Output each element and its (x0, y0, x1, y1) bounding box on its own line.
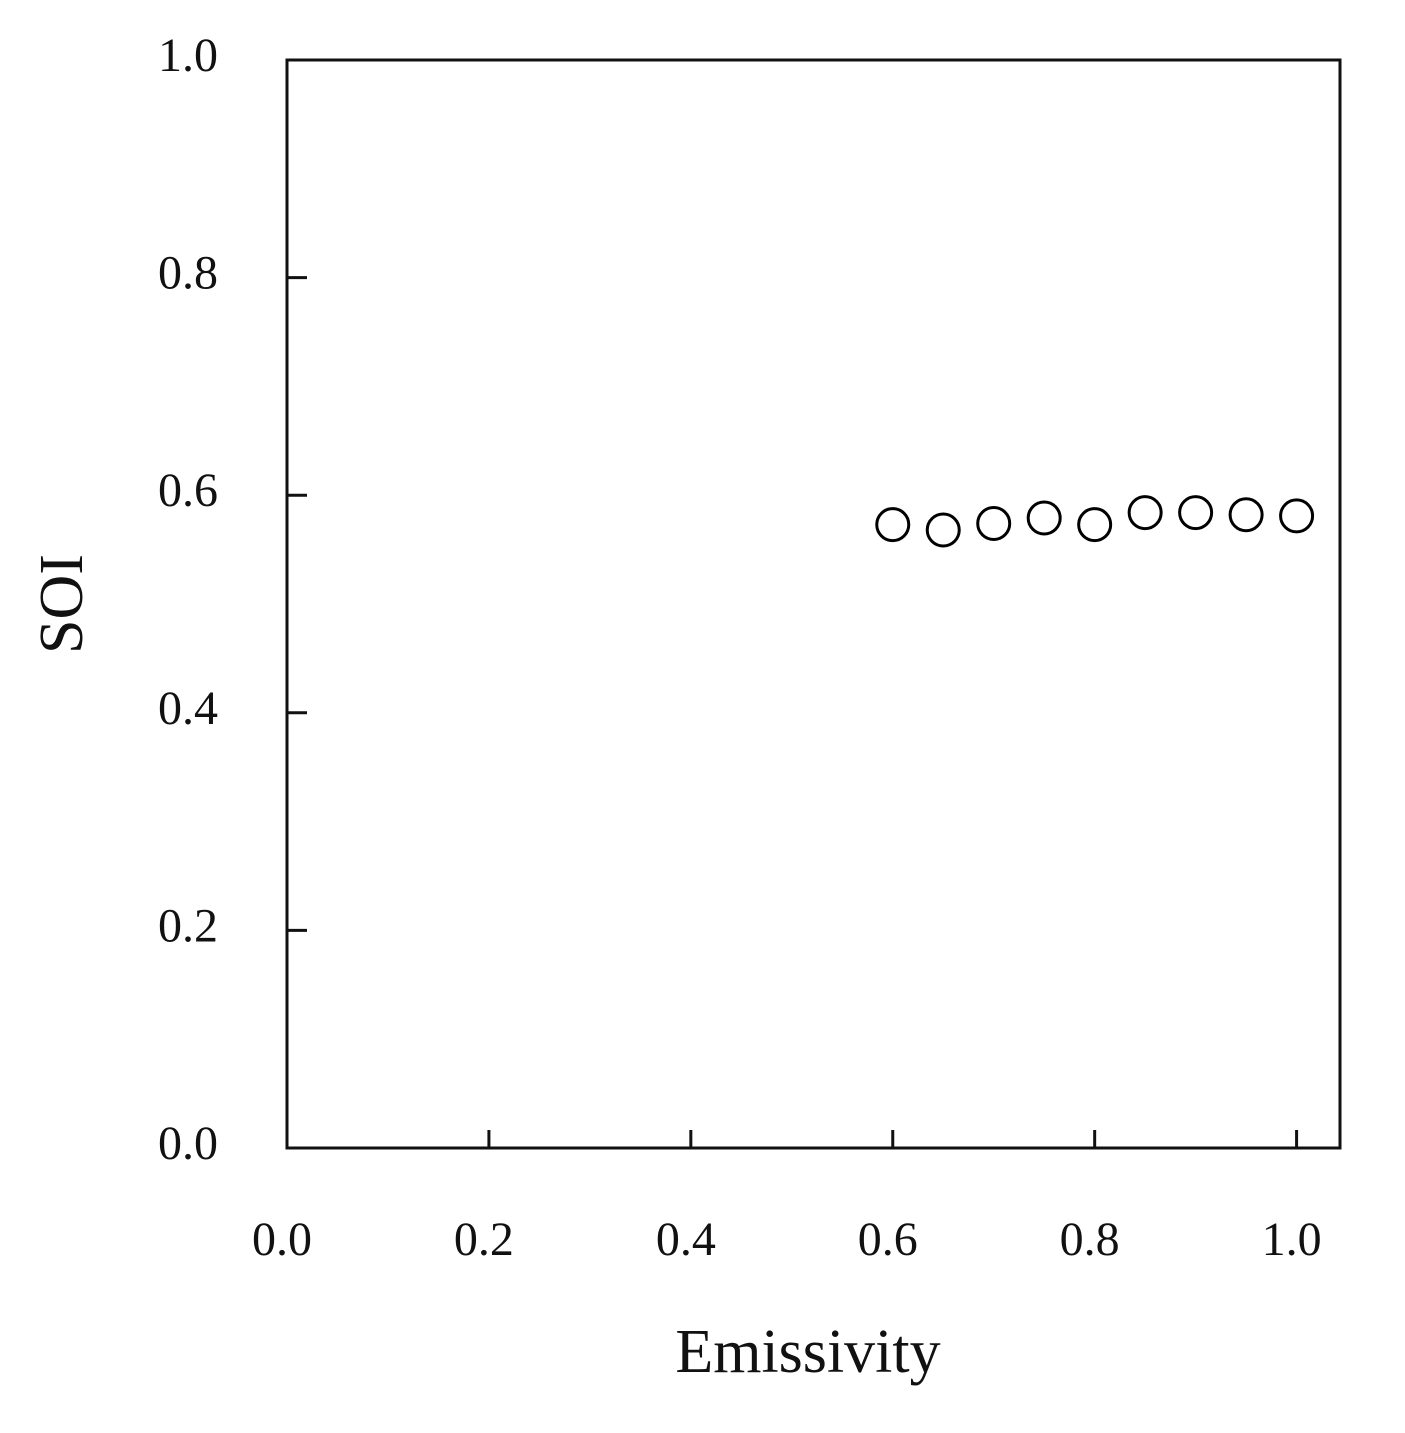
x-tick-label: 0.2 (454, 1213, 514, 1266)
x-tick-label: 0.6 (858, 1213, 918, 1266)
y-tick-label: 0.8 (158, 247, 218, 300)
y-tick-label: 0.4 (158, 682, 218, 735)
data-point (1279, 498, 1315, 534)
data-point (875, 507, 911, 543)
x-tick-label: 0.8 (1060, 1213, 1120, 1266)
data-point (1228, 497, 1264, 533)
y-axis-title: SOI (28, 554, 96, 654)
data-point (925, 512, 961, 548)
data-point (1026, 500, 1062, 536)
data-point (976, 505, 1012, 541)
y-tick-label: 0.2 (158, 899, 218, 952)
data-point (1127, 495, 1163, 531)
x-tick-label: 0.0 (252, 1213, 312, 1266)
data-point (1178, 495, 1214, 531)
x-tick-label: 0.4 (656, 1213, 716, 1266)
y-tick-label: 0.0 (158, 1117, 218, 1170)
y-tick-label: 1.0 (158, 29, 218, 82)
plot-frame (285, 58, 1342, 1150)
x-tick-label: 1.0 (1262, 1213, 1322, 1266)
data-point (1077, 507, 1113, 543)
y-tick-label: 0.6 (158, 464, 218, 517)
x-axis-title: Emissivity (675, 1318, 940, 1386)
